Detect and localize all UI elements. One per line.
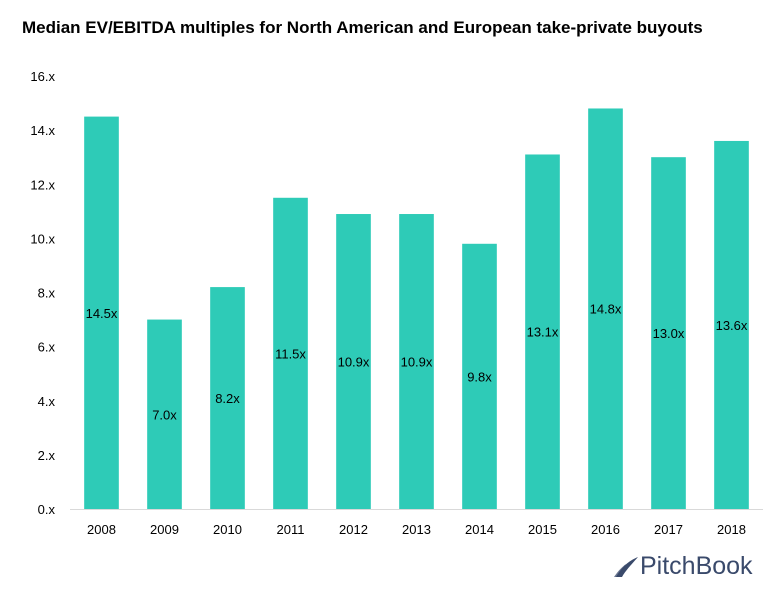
pitchbook-logo: PitchBook <box>612 552 753 581</box>
y-tick-label: 14.x <box>30 123 55 138</box>
chart-title: Median EV/EBITDA multiples for North Ame… <box>22 18 703 37</box>
data-label: 13.1x <box>527 325 559 340</box>
y-tick-label: 16.x <box>30 69 55 84</box>
x-tick-label: 2009 <box>150 522 179 537</box>
x-tick-label: 2012 <box>339 522 368 537</box>
x-tick-label: 2015 <box>528 522 557 537</box>
bar <box>84 116 119 509</box>
bar <box>210 287 245 509</box>
x-tick-label: 2013 <box>402 522 431 537</box>
data-label: 7.0x <box>152 407 177 422</box>
x-tick-label: 2017 <box>654 522 683 537</box>
y-tick-label: 6.x <box>38 340 56 355</box>
bar <box>147 319 182 509</box>
bar <box>336 214 371 510</box>
x-tick-label: 2014 <box>465 522 494 537</box>
y-tick-label: 0.x <box>38 502 56 517</box>
data-label: 10.9x <box>401 355 433 370</box>
pitchbook-logo-icon <box>614 556 638 577</box>
data-label: 11.5x <box>275 346 306 361</box>
bar <box>399 214 434 510</box>
data-label: 14.5x <box>86 306 118 321</box>
bar <box>462 243 497 509</box>
x-tick-label: 2010 <box>213 522 242 537</box>
data-label: 14.8x <box>590 302 622 317</box>
bar <box>525 154 560 509</box>
data-label: 13.6x <box>716 318 748 333</box>
y-tick-label: 10.x <box>30 231 55 246</box>
x-tick-label: 2018 <box>717 522 746 537</box>
pitchbook-logo-text: PitchBook <box>640 552 753 580</box>
y-tick-label: 12.x <box>30 177 55 192</box>
data-label: 13.0x <box>653 326 685 341</box>
data-label: 10.9x <box>338 355 370 370</box>
y-tick-label: 2.x <box>38 448 56 463</box>
data-label: 8.2x <box>215 391 240 406</box>
x-tick-label: 2008 <box>87 522 116 537</box>
x-tick-label: 2011 <box>277 522 305 537</box>
x-tick-label: 2016 <box>591 522 620 537</box>
bar <box>588 108 623 509</box>
y-tick-label: 8.x <box>38 286 56 301</box>
bar <box>651 157 686 509</box>
data-label: 9.8x <box>467 369 492 384</box>
bar <box>714 140 749 509</box>
y-tick-label: 4.x <box>38 394 56 409</box>
bar <box>273 197 308 509</box>
